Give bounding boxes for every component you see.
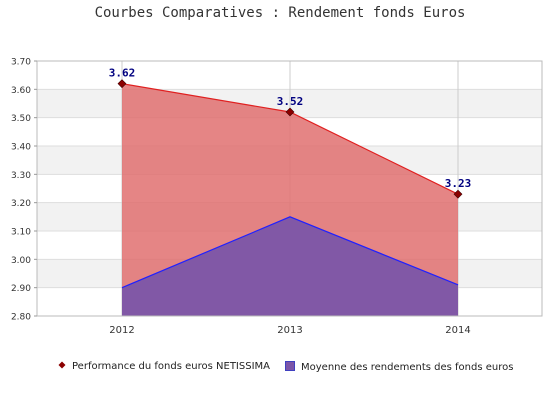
y-tick-label: 2.90 <box>11 284 31 294</box>
data-point-netissima <box>453 189 463 199</box>
x-tick-label: 2012 <box>109 325 134 336</box>
legend-label-moyenne: Moyenne des rendements des fonds euros <box>301 362 514 373</box>
area-moyenne <box>122 216 458 316</box>
y-tick-label: 3.60 <box>11 86 31 96</box>
y-tick-label: 3.70 <box>11 58 31 68</box>
x-tick-label: 2014 <box>445 325 470 336</box>
data-label: 3.62 <box>109 67 136 80</box>
y-tick-label: 3.40 <box>11 143 31 153</box>
legend-label-netissima: Performance du fonds euros NETISSIMA <box>72 361 270 372</box>
x-tick-label: 2013 <box>277 325 302 336</box>
legend-item-moyenne: Moyenne des rendements des fonds euros <box>285 361 513 374</box>
y-tick-label: 3.30 <box>11 171 31 181</box>
data-point-netissima <box>117 79 127 89</box>
y-tick-label: 3.20 <box>11 199 31 209</box>
legend-item-netissima: Performance du fonds euros NETISSIMA <box>58 361 270 372</box>
y-tick-label: 2.80 <box>11 313 31 323</box>
plot-frame <box>36 60 543 317</box>
data-label: 3.52 <box>277 95 304 108</box>
data-point-netissima <box>285 107 295 117</box>
legend-swatch-icon <box>285 361 295 374</box>
legend-marker-diamond-icon <box>58 361 66 372</box>
y-tick-label: 3.50 <box>11 114 31 124</box>
line-moyenne <box>121 216 459 289</box>
y-tick-label: 3.10 <box>11 228 31 238</box>
chart-title: Courbes Comparatives : Rendement fonds E… <box>94 5 466 21</box>
y-tick-label: 3.00 <box>11 256 31 266</box>
data-label: 3.23 <box>445 177 472 190</box>
